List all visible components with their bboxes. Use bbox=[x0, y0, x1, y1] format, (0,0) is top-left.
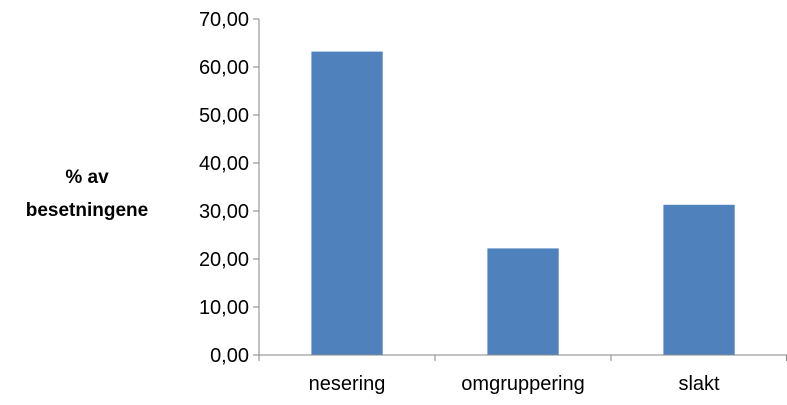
x-tick-label-omgruppering: omgruppering bbox=[461, 373, 584, 395]
y-tick-label: 50,00 bbox=[199, 105, 249, 127]
bar-nesering bbox=[311, 51, 383, 355]
y-tick-label: 10,00 bbox=[199, 297, 249, 319]
x-axis: nesering omgruppering slakt bbox=[258, 354, 787, 395]
y-axis-title-line-2: besetningene bbox=[26, 200, 148, 221]
y-tick-label: 20,00 bbox=[199, 249, 249, 271]
y-axis-title: % av besetningene bbox=[26, 167, 148, 221]
y-tick-label: 70,00 bbox=[199, 9, 249, 31]
bar-slakt bbox=[663, 204, 735, 355]
y-tick-label: 60,00 bbox=[199, 57, 249, 79]
bars bbox=[311, 51, 735, 355]
y-tick-label: 0,00 bbox=[210, 345, 249, 367]
y-tick-label: 40,00 bbox=[199, 153, 249, 175]
y-axis: 0,00 10,00 20,00 30,00 40,00 50,00 60,00 70,00 bbox=[199, 9, 260, 367]
x-tick-label-slakt: slakt bbox=[678, 373, 720, 395]
bar-omgruppering bbox=[487, 248, 559, 355]
y-axis-title-line-1: % av bbox=[65, 167, 109, 188]
y-tick-label: 30,00 bbox=[199, 201, 249, 223]
x-tick-label-nesering: nesering bbox=[309, 373, 386, 395]
